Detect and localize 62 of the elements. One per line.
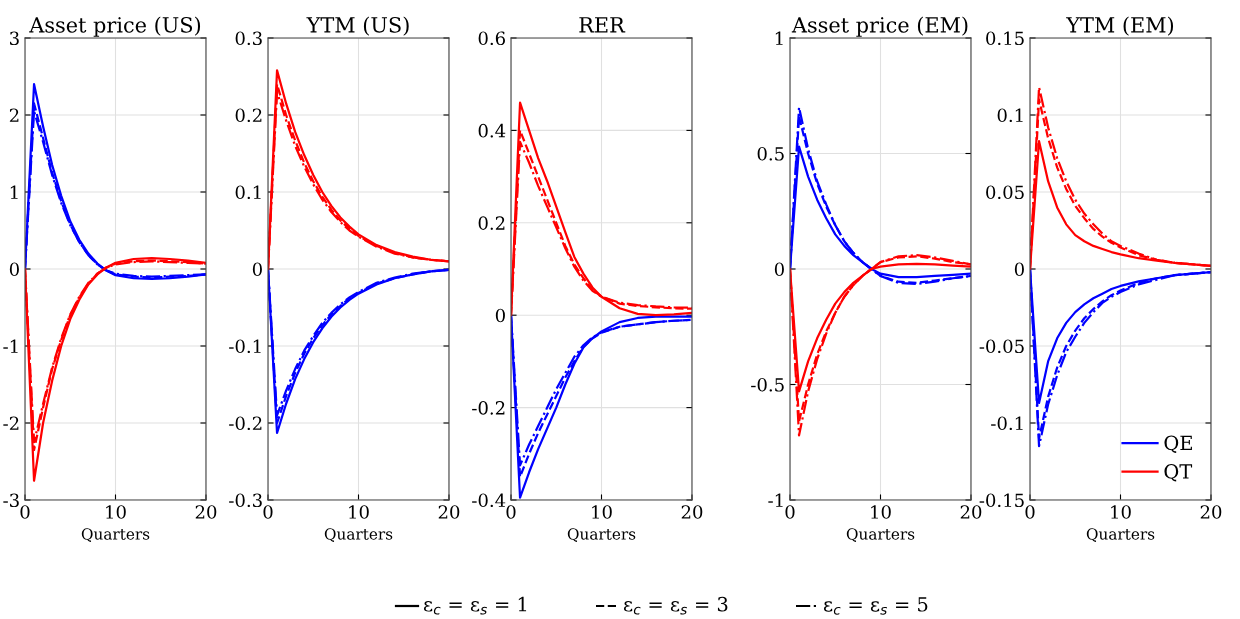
x-tick-label: 20 [681, 505, 703, 519]
y-tick-label: 0.1 [235, 185, 261, 200]
legend-label: QT [1164, 464, 1193, 482]
x-tick-label: 0 [785, 505, 795, 519]
y-tick-label: -1 [3, 339, 18, 353]
y-tick-label: -0.3 [229, 493, 262, 508]
chart-title: Asset price (EM) [791, 16, 968, 37]
x-tick-label: 10 [106, 505, 126, 519]
x-tick-label: 10 [349, 505, 369, 519]
chart-title: YTM (US) [306, 16, 409, 36]
x-tick-label: 0 [506, 505, 516, 519]
y-tick-label: -0.05 [979, 339, 1024, 354]
y-tick-label: -1 [768, 493, 783, 507]
y-tick-label: 3 [10, 31, 19, 46]
legend-label: QE [1164, 435, 1192, 454]
y-tick-label: 1 [775, 31, 783, 45]
y-tick-label: 0.5 [757, 146, 784, 161]
y-tick-label: 0 [252, 262, 262, 277]
text: ε$_{c}$ = ε$_{s}$ = 3 [623, 596, 728, 615]
y-tick-label: 0 [1014, 262, 1024, 277]
y-tick-label: -0.1 [229, 339, 261, 354]
y-tick-label: -0.15 [979, 493, 1024, 508]
x-tick-label: 0 [1025, 505, 1035, 519]
y-tick-label: 0.2 [235, 108, 262, 123]
x-axis-title: Quarters [846, 528, 915, 542]
y-tick-label: 0.4 [478, 123, 506, 138]
x-tick-label: 20 [195, 505, 217, 519]
y-tick-label: -0.4 [472, 493, 506, 508]
y-tick-label: 0.1 [997, 108, 1023, 123]
y-tick-label: -0.2 [472, 401, 505, 415]
chart-title: YTM (EM) [1066, 16, 1174, 36]
x-tick-label: 10 [1111, 505, 1131, 519]
y-tick-label: 0.6 [478, 31, 505, 46]
y-tick-label: -0.2 [229, 416, 262, 431]
y-tick-label: -2 [3, 416, 19, 430]
y-tick-label: -0.5 [751, 377, 784, 392]
x-axis-title: Quarters [567, 528, 636, 542]
x-tick-label: 10 [871, 505, 891, 519]
y-tick-label: -3 [3, 493, 19, 508]
x-tick-label: 0 [20, 505, 30, 519]
x-axis-title: Quarters [81, 528, 150, 542]
x-tick-label: 20 [960, 505, 982, 519]
y-tick-label: 2 [9, 108, 19, 122]
chart-title: Asset price (US) [29, 16, 201, 37]
x-tick-label: 20 [1200, 505, 1222, 519]
chart-title: RER [579, 17, 626, 33]
text: ε$_{c}$ = ε$_{s}$ = 5 [823, 597, 928, 615]
y-tick-label: 1 [10, 185, 18, 199]
y-tick-label: 0.05 [986, 185, 1024, 200]
y-tick-label: 0.15 [986, 31, 1024, 46]
y-tick-label: 0 [495, 308, 505, 323]
y-tick-label: -0.1 [991, 416, 1023, 431]
text: ε$_{c}$ = ε$_{s}$ = 1 [423, 596, 527, 615]
y-tick-label: 0 [774, 262, 784, 277]
y-tick-label: 0 [9, 262, 19, 277]
x-tick-label: 10 [592, 505, 612, 519]
y-tick-label: 0.3 [235, 31, 262, 46]
x-axis-title: Quarters [1086, 528, 1155, 542]
y-tick-label: 0.2 [478, 216, 505, 230]
x-tick-label: 20 [438, 505, 460, 519]
x-tick-label: 0 [263, 505, 273, 519]
x-axis-title: Quarters [324, 528, 393, 542]
